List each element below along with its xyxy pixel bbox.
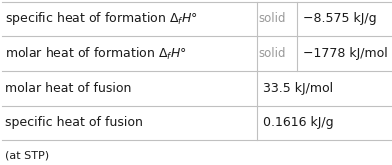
Text: −1778 kJ/mol: −1778 kJ/mol xyxy=(303,47,387,60)
Text: −8.575 kJ/g: −8.575 kJ/g xyxy=(303,13,376,25)
Text: specific heat of formation $\Delta_f H°$: specific heat of formation $\Delta_f H°$ xyxy=(5,10,198,28)
Text: 0.1616 kJ/g: 0.1616 kJ/g xyxy=(263,116,333,129)
Text: molar heat of formation $\Delta_f H°$: molar heat of formation $\Delta_f H°$ xyxy=(5,46,187,62)
Text: solid: solid xyxy=(259,13,286,25)
Text: 33.5 kJ/mol: 33.5 kJ/mol xyxy=(263,82,333,95)
Text: solid: solid xyxy=(259,47,286,60)
Text: specific heat of fusion: specific heat of fusion xyxy=(5,116,143,129)
Text: (at STP): (at STP) xyxy=(5,150,49,160)
Text: molar heat of fusion: molar heat of fusion xyxy=(5,82,131,95)
